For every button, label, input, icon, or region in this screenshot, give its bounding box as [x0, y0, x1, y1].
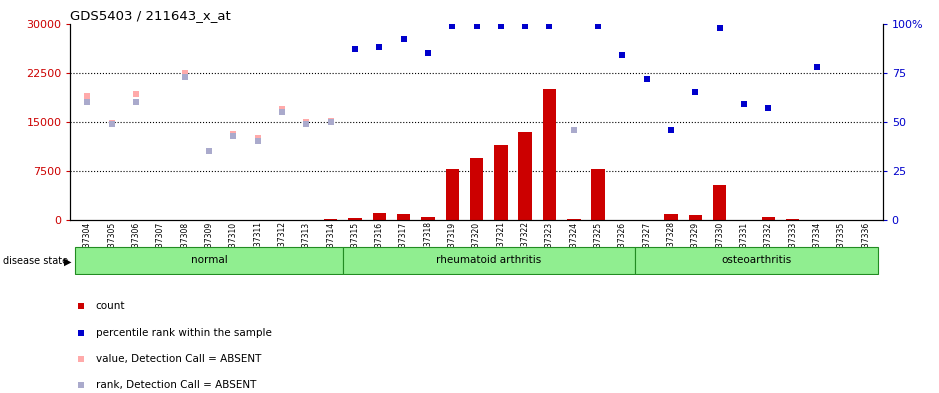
Bar: [567, 219, 580, 220]
Point: [202, 148, 217, 154]
Bar: [762, 217, 775, 220]
Bar: [373, 213, 386, 220]
Point: [396, 36, 411, 42]
Point: [104, 120, 119, 126]
Point: [104, 121, 119, 127]
Bar: [635, 247, 878, 274]
Bar: [470, 158, 484, 220]
Bar: [324, 219, 337, 220]
Bar: [445, 169, 459, 220]
Point: [493, 22, 508, 29]
Point: [566, 127, 581, 133]
Point: [73, 303, 88, 309]
Point: [542, 22, 557, 29]
Point: [80, 92, 95, 99]
Bar: [397, 214, 410, 220]
Text: ▶: ▶: [64, 256, 71, 266]
Point: [226, 132, 241, 139]
Text: normal: normal: [191, 255, 227, 265]
Point: [73, 329, 88, 336]
Point: [712, 24, 727, 31]
Text: rank, Detection Call = ABSENT: rank, Detection Call = ABSENT: [96, 380, 256, 389]
Point: [517, 22, 532, 29]
Point: [639, 75, 654, 82]
Bar: [713, 185, 727, 220]
Point: [177, 70, 192, 76]
Point: [73, 381, 88, 387]
Bar: [688, 215, 702, 220]
Point: [299, 121, 314, 127]
Point: [445, 22, 460, 29]
Bar: [348, 219, 362, 220]
Bar: [665, 214, 678, 220]
Point: [664, 127, 679, 133]
Text: GDS5403 / 211643_x_at: GDS5403 / 211643_x_at: [70, 9, 231, 22]
Point: [129, 99, 144, 105]
Point: [202, 148, 217, 154]
Point: [250, 138, 265, 145]
Point: [177, 73, 192, 80]
Bar: [592, 169, 605, 220]
Point: [566, 127, 581, 133]
Point: [80, 99, 95, 105]
Text: disease state: disease state: [3, 256, 68, 266]
Point: [470, 22, 485, 29]
Text: count: count: [96, 301, 125, 311]
Bar: [543, 89, 556, 220]
Point: [274, 106, 289, 112]
Text: rheumatoid arthritis: rheumatoid arthritis: [436, 255, 541, 265]
Bar: [422, 217, 435, 220]
Point: [323, 118, 338, 124]
Point: [129, 91, 144, 97]
Point: [323, 119, 338, 125]
Point: [591, 22, 606, 29]
Bar: [75, 247, 343, 274]
Point: [761, 105, 776, 111]
Point: [299, 119, 314, 125]
Bar: [494, 145, 508, 220]
Text: value, Detection Call = ABSENT: value, Detection Call = ABSENT: [96, 354, 261, 364]
Point: [226, 130, 241, 137]
Point: [274, 109, 289, 115]
Text: percentile rank within the sample: percentile rank within the sample: [96, 327, 271, 338]
Point: [421, 50, 436, 56]
Bar: [518, 132, 531, 220]
Point: [688, 89, 703, 95]
Point: [250, 135, 265, 141]
Text: osteoarthritis: osteoarthritis: [721, 255, 792, 265]
Bar: [786, 219, 799, 220]
Point: [372, 44, 387, 50]
Point: [615, 52, 630, 58]
Point: [809, 64, 824, 70]
Point: [347, 46, 362, 52]
Point: [736, 101, 751, 107]
Bar: [343, 247, 635, 274]
Point: [73, 356, 88, 362]
